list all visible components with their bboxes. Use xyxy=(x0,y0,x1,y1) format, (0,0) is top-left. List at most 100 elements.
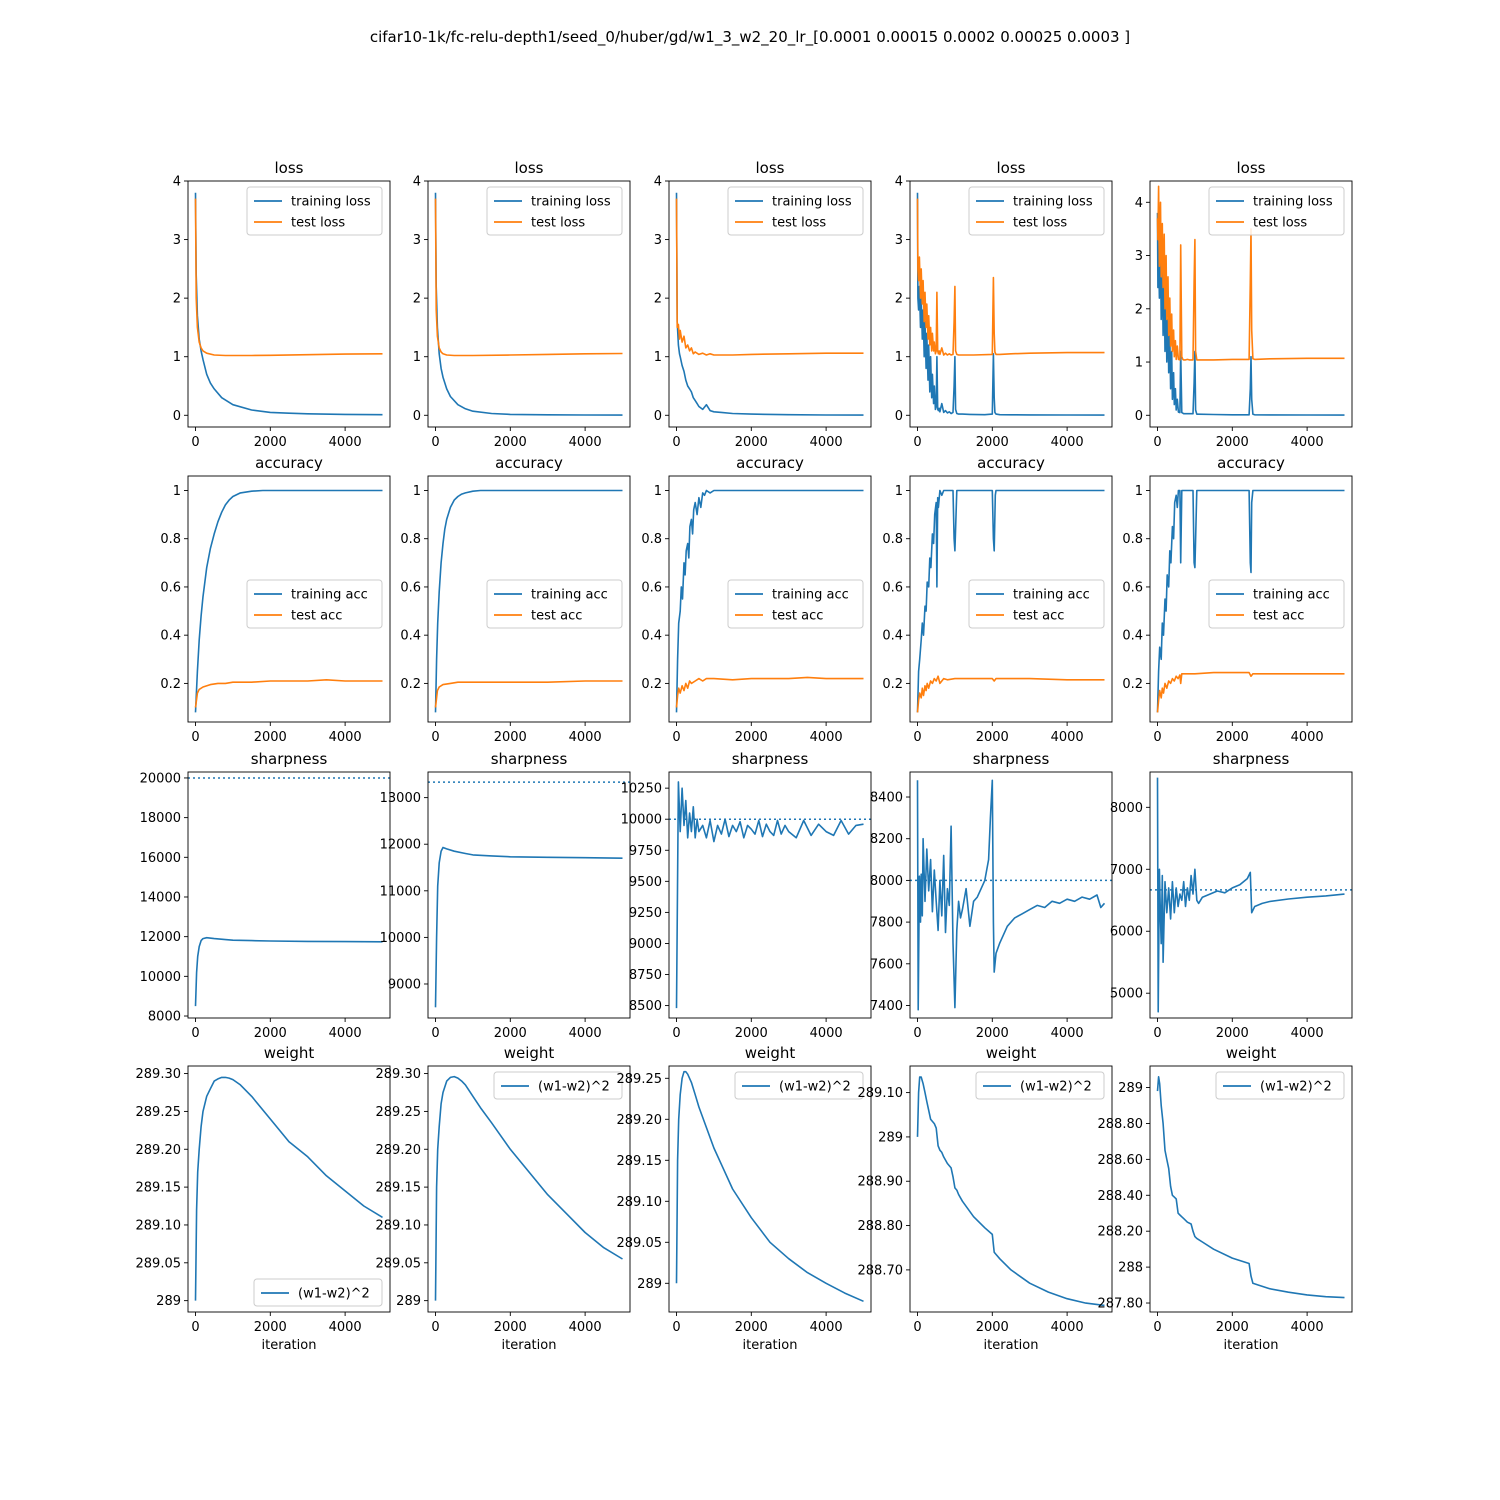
y-tick-label: 0.4 xyxy=(400,629,421,644)
y-tick-label: 1 xyxy=(1135,484,1143,499)
legend-label: training loss xyxy=(1253,195,1333,210)
y-tick-label: 289.30 xyxy=(376,1067,422,1082)
legend: training loss test loss xyxy=(486,186,623,236)
x-tick-label: 2000 xyxy=(735,1026,768,1041)
axes-frame xyxy=(1149,771,1353,1019)
x-tick-label: 0 xyxy=(1153,1026,1161,1041)
legend-label: (w1-w2)^2 xyxy=(1260,1080,1332,1095)
y-tick-label: 3 xyxy=(895,233,903,248)
legend-box xyxy=(486,579,623,629)
y-tick-label: 4 xyxy=(1135,196,1143,211)
y-tick-label: 9750 xyxy=(629,844,662,859)
series-line--w1-w2-2 xyxy=(1156,1076,1345,1299)
subplot-sharpness-2-4: sharpness 0 2000 4000 5000 6000 7000 8000 xyxy=(1110,750,1353,1041)
y-tick-label: 0 xyxy=(654,409,662,424)
legend: training acc test acc xyxy=(246,579,383,629)
x-tick-label: 0 xyxy=(672,435,680,450)
y-tick-label: 0.2 xyxy=(1122,677,1143,692)
axes-frame xyxy=(909,180,1113,428)
subplot-title: sharpness xyxy=(973,750,1050,768)
x-tick-label: 4000 xyxy=(569,730,602,745)
subplot-accuracy-1-4: accuracy 0 2000 4000 0.2 0.4 0.6 0.8 1 training a… xyxy=(1122,454,1353,745)
axes-frame xyxy=(427,771,631,1019)
legend-box xyxy=(734,1071,864,1100)
x-axis-label: iteration xyxy=(502,1338,557,1353)
axes-frame xyxy=(668,771,872,1019)
subplot-title: loss xyxy=(275,159,304,177)
legend-label: test loss xyxy=(291,216,345,231)
y-tick-label: 288.70 xyxy=(858,1263,904,1278)
series-line-test-loss xyxy=(1156,185,1345,361)
y-tick-label: 4 xyxy=(654,175,662,190)
legend-label: training loss xyxy=(1013,195,1093,210)
axes-frame xyxy=(909,475,1113,723)
legend: training acc test acc xyxy=(727,579,864,629)
y-tick-label: 289 xyxy=(1118,1081,1143,1096)
y-tick-label: 288.90 xyxy=(858,1175,904,1190)
y-tick-label: 10000 xyxy=(380,931,421,946)
x-tick-label: 4000 xyxy=(1291,435,1324,450)
subplot-accuracy-1-3: accuracy 0 2000 4000 0.2 0.4 0.6 0.8 1 training a… xyxy=(882,454,1113,745)
y-tick-label: 8200 xyxy=(870,832,903,847)
series-line-test-loss xyxy=(675,198,864,356)
x-tick-label: 4000 xyxy=(1051,1026,1084,1041)
y-tick-label: 289.25 xyxy=(376,1105,422,1120)
legend: training loss test loss xyxy=(1208,186,1345,236)
y-tick-label: 8500 xyxy=(629,999,662,1014)
y-tick-label: 0.2 xyxy=(641,677,662,692)
x-tick-label: 0 xyxy=(913,730,921,745)
subplot-sharpness-2-0: sharpness 0 2000 4000 8000 10000 12000 14000 160… xyxy=(140,750,391,1041)
y-tick-label: 12000 xyxy=(380,838,421,853)
y-tick-label: 0.8 xyxy=(160,532,181,547)
x-tick-label: 0 xyxy=(672,1320,680,1335)
legend-label: test loss xyxy=(1013,216,1067,231)
series-line-test-loss xyxy=(194,198,383,357)
legend-label: (w1-w2)^2 xyxy=(779,1080,851,1095)
series-line-main xyxy=(675,781,864,1009)
legend: (w1-w2)^2 xyxy=(1215,1071,1345,1100)
legend-label: test loss xyxy=(531,216,585,231)
legend: training loss test loss xyxy=(727,186,864,236)
x-tick-label: 2000 xyxy=(976,730,1009,745)
x-tick-label: 0 xyxy=(913,435,921,450)
subplot-weight-3-3: weight 0 2000 4000 288.70 288.80 288.90 289 289.… xyxy=(858,1044,1113,1353)
subplot-title: weight xyxy=(264,1044,315,1062)
subplot-title: weight xyxy=(745,1044,796,1062)
legend: (w1-w2)^2 xyxy=(493,1071,623,1100)
subplot-loss-0-0: loss 0 2000 4000 0 1 2 3 4 training loss test loss xyxy=(173,159,391,450)
legend-box xyxy=(246,579,383,629)
series-line-training-acc xyxy=(1156,489,1345,713)
y-tick-label: 18000 xyxy=(140,811,181,826)
x-tick-label: 4000 xyxy=(1051,730,1084,745)
y-tick-label: 288.80 xyxy=(858,1219,904,1234)
subplot-title: weight xyxy=(504,1044,555,1062)
x-tick-label: 2000 xyxy=(976,1320,1009,1335)
y-tick-label: 9500 xyxy=(629,875,662,890)
legend-box xyxy=(253,1278,383,1307)
axes-frame xyxy=(1149,475,1353,723)
x-tick-label: 4000 xyxy=(810,1026,843,1041)
y-tick-label: 4 xyxy=(173,175,181,190)
y-tick-label: 0.4 xyxy=(641,629,662,644)
series-line-test-acc xyxy=(1156,671,1345,713)
y-tick-label: 3 xyxy=(1135,249,1143,264)
legend-label: test acc xyxy=(1013,609,1064,624)
x-tick-label: 0 xyxy=(431,1026,439,1041)
x-tick-label: 4000 xyxy=(810,1320,843,1335)
y-tick-label: 8750 xyxy=(629,968,662,983)
y-tick-label: 1 xyxy=(895,484,903,499)
legend-label: test loss xyxy=(1253,216,1307,231)
x-tick-label: 0 xyxy=(431,435,439,450)
axes-frame xyxy=(668,1065,872,1313)
legend-box xyxy=(727,579,864,629)
subplot-title: accuracy xyxy=(977,454,1045,472)
series-line-main xyxy=(194,936,383,1007)
axes-frame xyxy=(427,475,631,723)
x-tick-label: 2000 xyxy=(494,1026,527,1041)
y-tick-label: 7800 xyxy=(870,916,903,931)
axes-frame xyxy=(187,475,391,723)
y-tick-label: 9000 xyxy=(629,937,662,952)
y-tick-label: 289.05 xyxy=(136,1256,182,1271)
axes-frame xyxy=(427,1065,631,1313)
